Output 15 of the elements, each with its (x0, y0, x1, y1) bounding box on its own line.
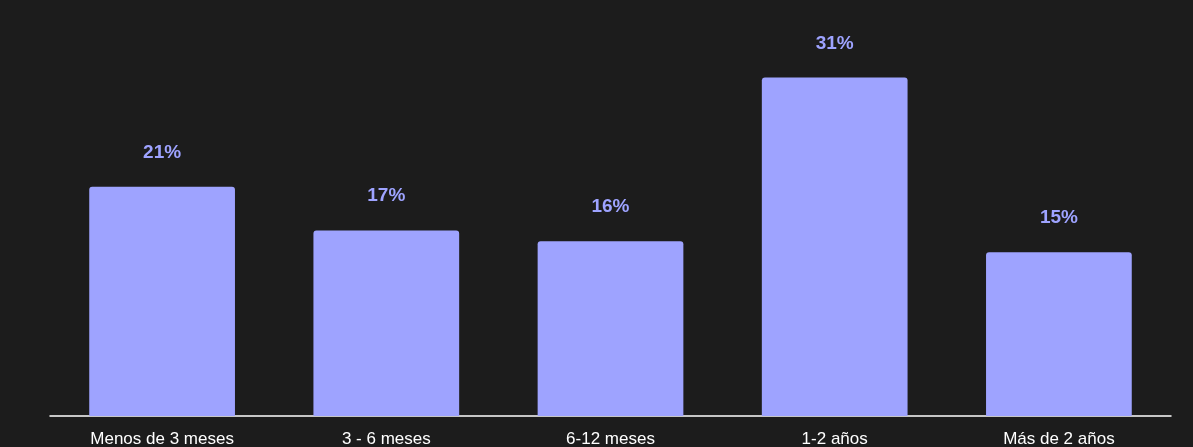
bar (313, 230, 460, 416)
data-label: 15% (1039, 206, 1079, 228)
bar (761, 77, 908, 416)
x-tick-label: 3 - 6 meses (341, 429, 431, 447)
data-label: 17% (367, 184, 406, 206)
x-tick-label: 6-12 meses (566, 429, 655, 447)
x-tick-label: 1-2 años (801, 429, 868, 447)
x-tick-label: Menos de 3 meses (90, 429, 234, 447)
data-label: 16% (591, 195, 630, 217)
bar (89, 186, 235, 416)
bar (537, 241, 684, 416)
data-label: 31% (815, 31, 854, 53)
bar (986, 252, 1132, 416)
data-label: 21% (143, 140, 182, 162)
x-tick-label: Más de 2 años (1003, 429, 1115, 447)
